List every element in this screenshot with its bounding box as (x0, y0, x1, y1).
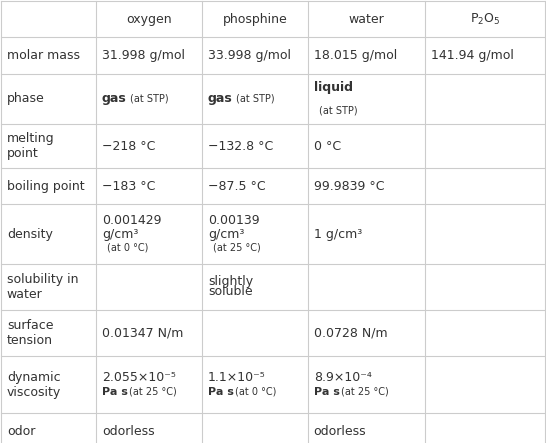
Text: slightly: slightly (208, 275, 253, 288)
Text: (at 25 °C): (at 25 °C) (129, 387, 177, 396)
Text: P$_2$O$_5$: P$_2$O$_5$ (470, 12, 500, 27)
Text: (at STP): (at STP) (130, 94, 169, 104)
Text: liquid: liquid (314, 81, 353, 94)
Text: Pa s: Pa s (102, 387, 128, 396)
Text: gas: gas (102, 93, 127, 105)
Text: odorless: odorless (102, 425, 155, 438)
Text: water: water (349, 13, 384, 26)
Text: (at STP): (at STP) (319, 105, 358, 115)
Text: 31.998 g/mol: 31.998 g/mol (102, 49, 185, 62)
Text: molar mass: molar mass (7, 49, 80, 62)
Text: 141.94 g/mol: 141.94 g/mol (431, 49, 513, 62)
Text: 33.998 g/mol: 33.998 g/mol (208, 49, 291, 62)
Text: 2.055×10⁻⁵: 2.055×10⁻⁵ (102, 371, 176, 385)
Text: −218 °C: −218 °C (102, 140, 155, 153)
Text: (at 25 °C): (at 25 °C) (341, 387, 389, 396)
Text: g/cm³: g/cm³ (102, 228, 138, 241)
Text: soluble: soluble (208, 285, 252, 299)
Text: density: density (7, 228, 53, 241)
Text: solubility in
water: solubility in water (7, 273, 78, 301)
Text: 18.015 g/mol: 18.015 g/mol (314, 49, 397, 62)
Text: Pa s: Pa s (314, 387, 340, 396)
Text: 0.0728 N/m: 0.0728 N/m (314, 326, 387, 340)
Text: 8.9×10⁻⁴: 8.9×10⁻⁴ (314, 371, 372, 385)
Text: surface
tension: surface tension (7, 319, 54, 347)
Text: phase: phase (7, 93, 45, 105)
Text: (at 25 °C): (at 25 °C) (213, 242, 261, 252)
Text: odor: odor (7, 425, 35, 438)
Text: Pa s: Pa s (208, 387, 234, 396)
Text: 1 g/cm³: 1 g/cm³ (314, 228, 362, 241)
Text: (at 0 °C): (at 0 °C) (108, 242, 149, 252)
Text: 0.00139: 0.00139 (208, 214, 259, 227)
Text: gas: gas (208, 93, 233, 105)
Text: −87.5 °C: −87.5 °C (208, 180, 265, 193)
Text: odorless: odorless (314, 425, 366, 438)
Text: boiling point: boiling point (7, 180, 85, 193)
Text: 0 °C: 0 °C (314, 140, 341, 153)
Text: phosphine: phosphine (223, 13, 288, 26)
Text: 1.1×10⁻⁵: 1.1×10⁻⁵ (208, 371, 265, 385)
Text: 0.01347 N/m: 0.01347 N/m (102, 326, 183, 340)
Text: g/cm³: g/cm³ (208, 228, 244, 241)
Text: (at STP): (at STP) (236, 94, 275, 104)
Text: −183 °C: −183 °C (102, 180, 155, 193)
Text: 0.001429: 0.001429 (102, 214, 162, 227)
Text: (at 0 °C): (at 0 °C) (235, 387, 276, 396)
Text: dynamic
viscosity: dynamic viscosity (7, 371, 61, 399)
Text: oxygen: oxygen (127, 13, 172, 26)
Text: 99.9839 °C: 99.9839 °C (314, 180, 384, 193)
Text: −132.8 °C: −132.8 °C (208, 140, 273, 153)
Text: melting
point: melting point (7, 132, 55, 160)
